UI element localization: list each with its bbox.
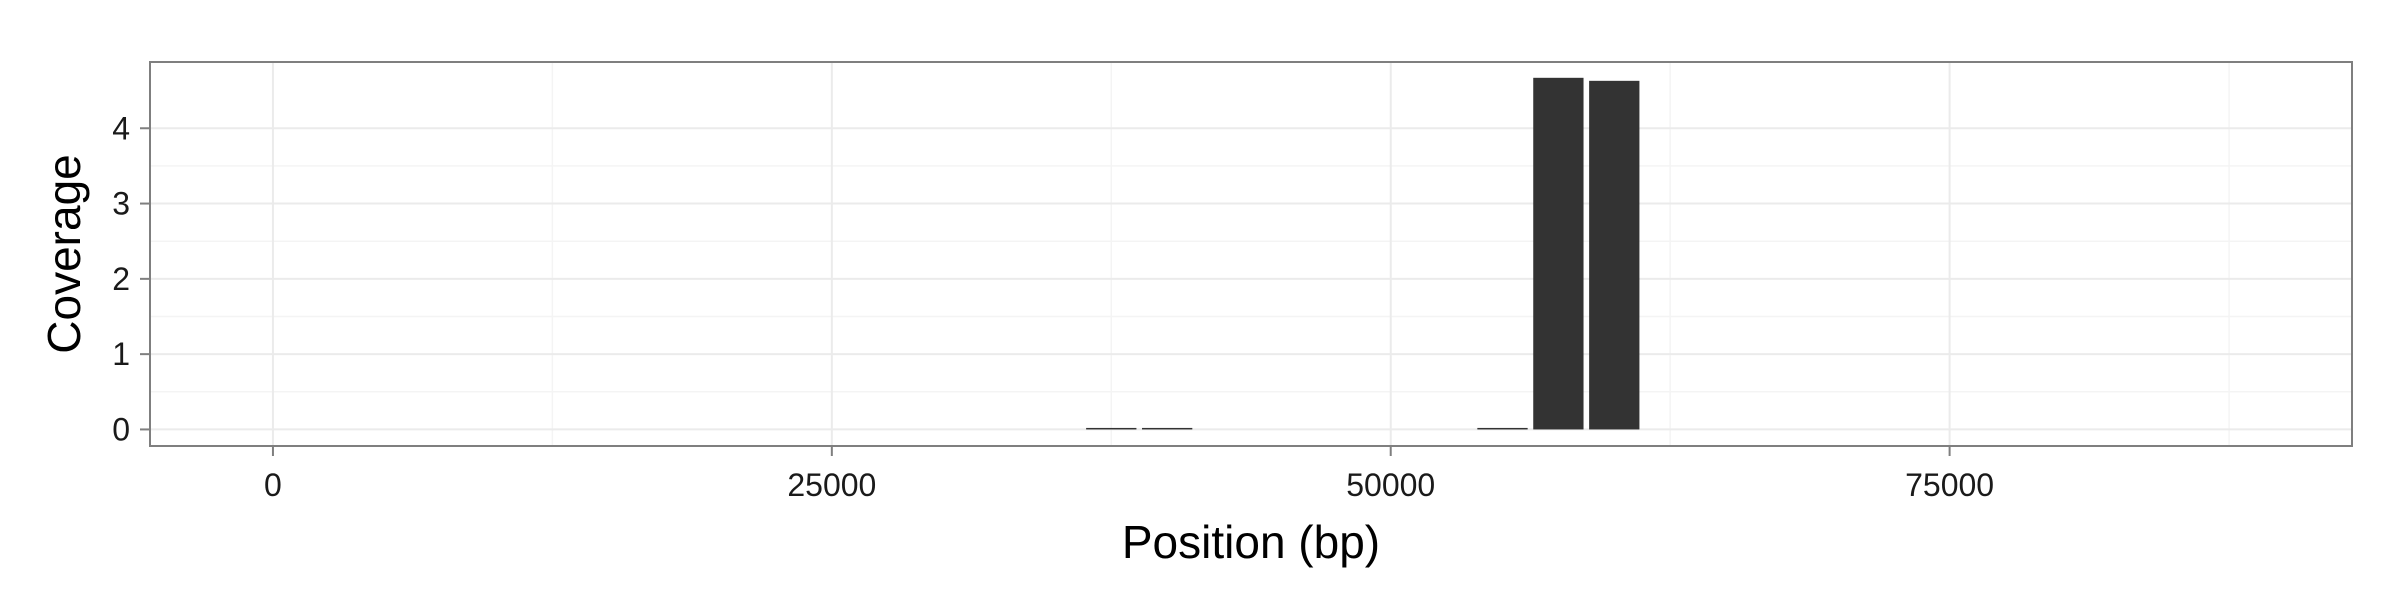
y-tick-label: 2 — [112, 261, 130, 297]
x-axis: 0 25000 50000 75000 — [264, 446, 1994, 503]
y-tick-label: 1 — [112, 336, 130, 372]
y-axis: 0 1 2 3 4 — [112, 110, 150, 447]
x-tick-label: 25000 — [787, 467, 876, 503]
coverage-bar — [1142, 427, 1193, 430]
x-tick-label: 0 — [264, 467, 282, 503]
major-gridlines — [150, 62, 2352, 446]
y-tick-label: 0 — [112, 411, 130, 447]
coverage-bar — [1589, 80, 1640, 430]
coverage-bar — [1533, 77, 1584, 430]
panel-border — [149, 61, 2353, 447]
x-tick-label: 75000 — [1905, 467, 1994, 503]
minor-gridlines — [150, 62, 2352, 446]
coverage-bar — [1477, 427, 1528, 430]
x-axis-title: Position (bp) — [1122, 516, 1380, 568]
y-axis-title: Coverage — [38, 154, 90, 353]
bar-series — [1086, 77, 1640, 430]
x-tick-label: 50000 — [1346, 467, 1435, 503]
coverage-bar — [1086, 427, 1137, 430]
y-tick-label: 3 — [112, 186, 130, 222]
y-tick-label: 4 — [112, 110, 130, 146]
